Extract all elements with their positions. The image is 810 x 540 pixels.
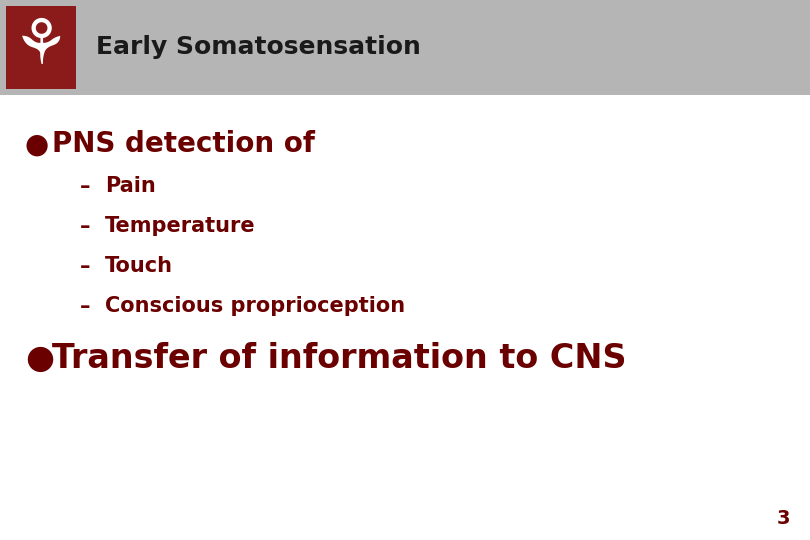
Text: PNS detection of: PNS detection of [52, 131, 315, 159]
Text: ●: ● [25, 131, 49, 159]
Bar [0, 0, 810, 94]
Text: Transfer of information to CNS: Transfer of information to CNS [52, 342, 626, 375]
Text: Touch: Touch [105, 256, 173, 276]
Text: ⚘: ⚘ [13, 17, 70, 77]
Text: ●: ● [25, 342, 54, 375]
Text: –: – [80, 217, 91, 237]
Text: Conscious proprioception: Conscious proprioception [105, 296, 405, 316]
Text: 3: 3 [777, 509, 790, 528]
Text: Temperature: Temperature [105, 217, 256, 237]
Bar [6, 6, 76, 89]
Text: Early Somatosensation: Early Somatosensation [96, 35, 421, 59]
Text: –: – [80, 296, 91, 316]
Text: –: – [80, 177, 91, 197]
Text: Pain: Pain [105, 177, 156, 197]
Text: –: – [80, 256, 91, 276]
